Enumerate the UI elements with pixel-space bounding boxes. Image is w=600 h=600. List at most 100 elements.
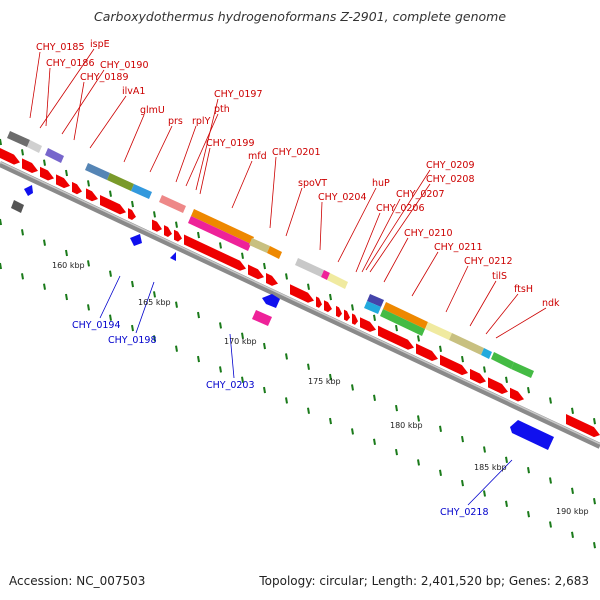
tick-mark: [593, 542, 596, 549]
tick-mark: [307, 407, 310, 414]
gene-label: CHY_0203: [206, 380, 255, 391]
tick-mark: [373, 394, 376, 401]
tick-mark: [87, 304, 90, 311]
tick-mark: [461, 355, 464, 363]
tick-mark: [395, 404, 398, 412]
tick-mark: [549, 397, 552, 404]
tick-mark: [0, 138, 2, 146]
tick-mark: [0, 262, 2, 270]
feature-bar-gray: [7, 131, 30, 147]
feature-bar-olive: [107, 173, 134, 191]
forward-gene-arrow: [290, 284, 314, 303]
tick-mark: [593, 498, 596, 505]
tick-mark: [175, 221, 178, 228]
reverse-gene-block-gray: [11, 200, 24, 213]
gene-label: tilS: [492, 271, 507, 282]
genome-backbone: [0, 161, 600, 449]
tick-mark: [197, 355, 200, 363]
label-leader-line: [269, 156, 277, 229]
label-leader-line: [467, 459, 513, 506]
label-leader-line: [411, 251, 439, 297]
gene-label: CHY_0185: [36, 42, 85, 53]
tick-mark: [197, 311, 200, 319]
tick-mark: [197, 231, 200, 239]
gene-label: CHY_0199: [206, 138, 255, 149]
scale-label: 165 kbp: [138, 298, 171, 307]
tick-mark: [87, 180, 90, 187]
forward-gene-arrow: [416, 343, 438, 362]
tick-mark: [373, 438, 376, 445]
tick-mark: [153, 335, 156, 342]
gene-label: CHY_0206: [376, 203, 425, 214]
label-leader-line: [39, 48, 95, 129]
label-leader-line: [285, 187, 303, 237]
gene-label: CHY_0218: [440, 507, 489, 518]
tick-mark: [483, 366, 486, 373]
label-leader-line: [195, 98, 219, 191]
tick-mark: [571, 487, 574, 495]
feature-bar-magenta-2: [321, 270, 330, 280]
feature-bar-blue: [131, 184, 152, 199]
tick-mark: [21, 149, 24, 156]
label-leader-line: [89, 95, 127, 149]
gene-label: CHY_0208: [426, 174, 475, 185]
feature-bar-khaki: [249, 238, 270, 253]
forward-gene-arrow: [344, 309, 350, 322]
feature-bar-silver: [27, 140, 42, 153]
tick-mark: [527, 466, 530, 474]
tick-mark: [87, 260, 90, 267]
gene-label: CHY_0190: [100, 60, 149, 71]
tick-mark: [263, 342, 266, 350]
tick-mark: [417, 415, 420, 422]
tick-mark: [461, 479, 464, 487]
tick-mark: [549, 521, 552, 528]
feature-bar-yellow-2: [425, 322, 452, 340]
gene-label: CHY_0211: [434, 242, 483, 253]
tick-mark: [241, 252, 244, 259]
reverse-gene-arrow: [510, 420, 554, 450]
tick-mark: [395, 448, 398, 456]
gene-label: ftsH: [514, 284, 533, 295]
forward-gene-arrow: [316, 296, 322, 308]
label-leader-line: [175, 125, 197, 183]
label-leader-line: [365, 169, 431, 271]
tick-mark: [505, 456, 508, 463]
topology-text: Topology: circular; Length: 2,401,520 bp…: [259, 574, 589, 588]
forward-gene-arrow: [164, 225, 172, 237]
tick-mark: [351, 384, 354, 391]
forward-gene-arrow: [128, 208, 136, 221]
gene-label: glmU: [140, 105, 165, 116]
gene-label: spoVT: [298, 178, 327, 189]
feature-bar-silver-2: [295, 258, 324, 277]
gene-label: CHY_0210: [404, 228, 453, 239]
tick-mark: [307, 283, 310, 290]
label-leader-line: [485, 293, 519, 335]
gene-label: CHY_0209: [426, 160, 475, 171]
forward-gene-arrow: [266, 273, 278, 286]
feature-bar-magenta: [188, 216, 251, 251]
scale-label: 185 kbp: [474, 463, 507, 472]
forward-gene-arrow: [360, 317, 376, 332]
forward-gene-arrow: [56, 174, 70, 189]
label-leader-line: [445, 265, 469, 313]
tick-mark: [505, 500, 508, 507]
tick-mark: [549, 477, 552, 484]
label-leader-line: [495, 307, 547, 339]
tick-mark: [373, 314, 376, 321]
scale-label: 160 kbp: [52, 261, 85, 270]
tick-mark: [109, 314, 112, 321]
gene-label: ispE: [90, 39, 110, 50]
label-leader-line: [355, 212, 381, 273]
label-leader-line: [383, 237, 409, 283]
tick-mark: [175, 301, 178, 308]
tick-marks: [0, 138, 596, 549]
tick-mark: [483, 446, 486, 453]
gene-label: CHY_0207: [396, 189, 445, 200]
tick-mark: [439, 425, 442, 432]
label-leader-line: [229, 333, 235, 379]
forward-gene-arrow: [440, 354, 468, 376]
feature-bar-cyan-2: [481, 348, 492, 359]
feature-bar-steelblue: [85, 163, 110, 180]
tick-mark: [285, 397, 288, 404]
